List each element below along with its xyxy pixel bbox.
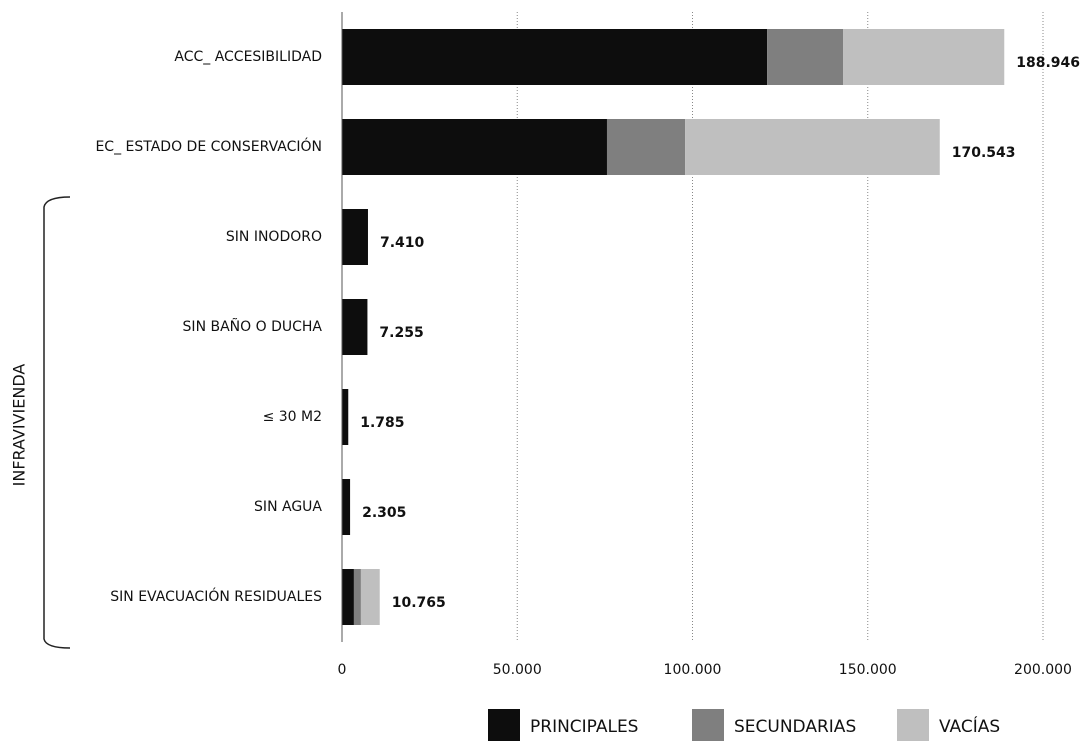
total-label: 10.765 bbox=[392, 595, 446, 611]
group-bracket bbox=[43, 196, 71, 649]
total-label: 1.785 bbox=[360, 415, 404, 431]
x-tick-label: 0 bbox=[338, 662, 347, 678]
bar-segment bbox=[353, 569, 361, 625]
group-label: INFRAVIVIENDA bbox=[10, 364, 29, 487]
bar-segment bbox=[606, 119, 686, 175]
bar-segment bbox=[342, 479, 351, 535]
y-tick-label: ACC_ ACCESIBILIDAD bbox=[174, 49, 322, 65]
bar-segment bbox=[342, 119, 607, 175]
total-label: 2.305 bbox=[362, 505, 406, 521]
legend-label: SECUNDARIAS bbox=[734, 717, 856, 737]
legend-swatch bbox=[897, 709, 929, 741]
total-label: 170.543 bbox=[952, 145, 1016, 161]
x-tick-label: 150.000 bbox=[839, 662, 897, 678]
y-tick-label: SIN EVACUACIÓN RESIDUALES bbox=[110, 587, 322, 605]
total-label: 7.255 bbox=[379, 325, 423, 341]
y-tick-label: EC_ ESTADO DE CONSERVACIÓN bbox=[95, 137, 322, 155]
y-tick-label: SIN AGUA bbox=[254, 499, 322, 515]
x-tick-label: 200.000 bbox=[1014, 662, 1072, 678]
bar-segment bbox=[342, 209, 368, 265]
legend-swatch bbox=[488, 709, 520, 741]
total-label: 188.946 bbox=[1016, 55, 1080, 71]
bar-segment bbox=[342, 299, 368, 355]
total-label: 7.410 bbox=[380, 235, 425, 251]
y-tick-label: ≤ 30 M2 bbox=[263, 409, 322, 425]
legend-label: PRINCIPALES bbox=[530, 717, 638, 737]
y-tick-label: SIN INODORO bbox=[226, 229, 322, 245]
x-tick-label: 50.000 bbox=[493, 662, 542, 678]
bar-segment bbox=[360, 569, 380, 625]
bar-segment bbox=[342, 569, 354, 625]
y-tick-label: SIN BAÑO O DUCHA bbox=[183, 318, 323, 335]
bar-segment bbox=[342, 389, 349, 445]
bar-segment bbox=[342, 29, 768, 85]
bar-segment bbox=[843, 29, 1005, 85]
bar-segment bbox=[685, 119, 940, 175]
legend-swatch bbox=[692, 709, 724, 741]
bar-segment bbox=[767, 29, 844, 85]
x-tick-label: 100.000 bbox=[664, 662, 722, 678]
legend-label: VACÍAS bbox=[939, 715, 1000, 737]
